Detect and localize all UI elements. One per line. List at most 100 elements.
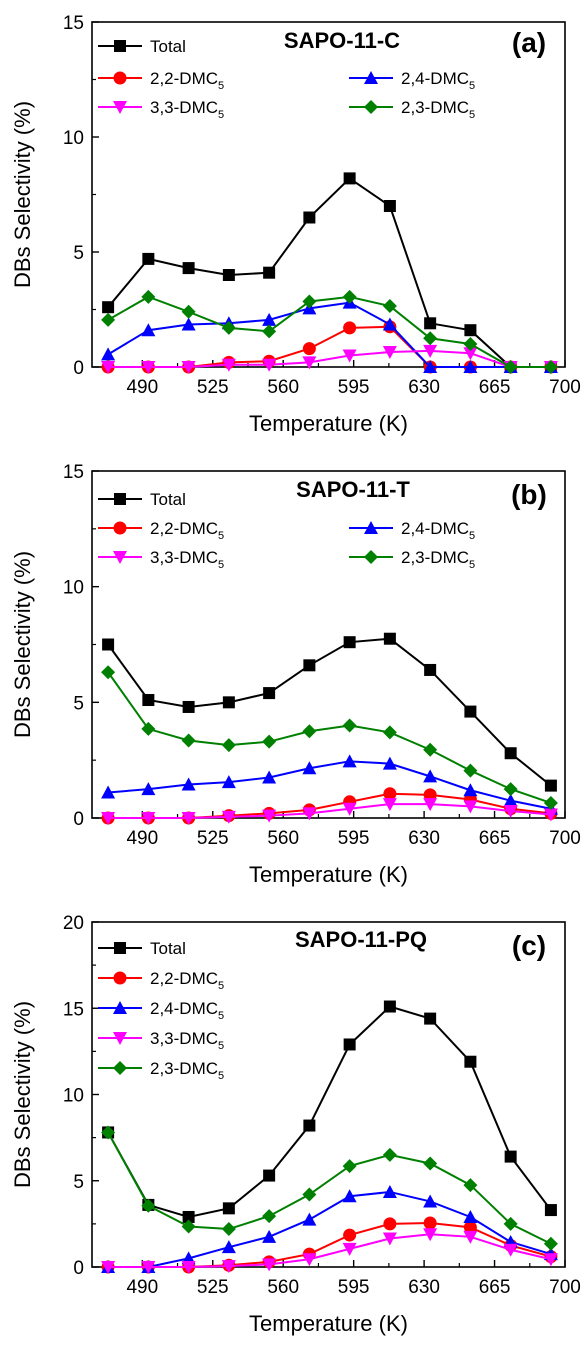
data-point (263, 266, 276, 279)
data-point (221, 738, 236, 753)
y-tick-label: 10 (63, 578, 84, 599)
legend-label: 2,4-DMC5 (150, 999, 224, 1022)
legend-label: 2,2-DMC5 (150, 69, 224, 92)
data-point (181, 733, 196, 748)
x-tick-label: 630 (408, 1277, 440, 1298)
data-point (423, 1194, 438, 1208)
legend-label-text: 2,2-DMC (150, 519, 218, 538)
data-point (101, 665, 116, 680)
data-point (141, 721, 156, 736)
legend-label-subscript: 5 (469, 109, 475, 121)
data-point (182, 262, 195, 275)
data-point (463, 337, 478, 351)
data-point (342, 718, 357, 733)
data-point (382, 725, 397, 740)
data-point (463, 1178, 478, 1193)
series-2,4-DMC5 (101, 1184, 558, 1273)
series-2,4-DMC5 (101, 295, 558, 373)
series-2,3-DMC5 (101, 665, 558, 810)
data-point (423, 798, 438, 812)
data-point (382, 756, 397, 770)
data-point (101, 812, 116, 825)
data-point (463, 800, 478, 814)
series-3,3-DMC5 (101, 798, 558, 825)
y-tick-label: 10 (63, 128, 84, 149)
legend-marker (114, 493, 126, 505)
data-point (464, 324, 477, 337)
data-point (262, 1209, 277, 1224)
data-point (181, 1219, 196, 1234)
legend-label-subscript: 5 (218, 1010, 224, 1022)
x-axis-label: Temperature (K) (249, 1311, 408, 1336)
legend-label-subscript: 5 (469, 530, 475, 542)
series-Total (102, 632, 557, 792)
x-tick-label: 560 (267, 1277, 299, 1298)
data-point (141, 323, 156, 337)
legend-marker (113, 1001, 127, 1014)
data-point (141, 1198, 156, 1213)
legend-entry: 2,2-DMC5 (98, 69, 224, 92)
legend-marker (113, 101, 127, 114)
legend-label-subscript: 5 (218, 530, 224, 542)
data-point (424, 663, 437, 676)
data-point (503, 1243, 518, 1257)
y-tick-label: 15 (63, 999, 84, 1020)
data-point (383, 1000, 396, 1013)
chart-panel-a: 490 525 560 595 630 665 700 0 5 10 15 Temperature (… (10, 13, 581, 436)
data-point (302, 356, 317, 370)
data-point (423, 1228, 438, 1242)
data-point (504, 1150, 517, 1163)
data-point (222, 696, 235, 709)
data-point (464, 705, 477, 718)
data-point (543, 360, 558, 374)
data-point (463, 763, 478, 778)
x-tick-label: 525 (197, 377, 229, 398)
data-point (423, 742, 438, 757)
legend-entry: 2,2-DMC5 (98, 969, 224, 992)
x-tick-label: 665 (479, 377, 511, 398)
series-line (107, 671, 552, 804)
legend-label-text: 2,4-DMC (401, 69, 469, 88)
data-point (262, 1229, 277, 1243)
data-point (543, 1236, 558, 1251)
legend-label-subscript: 5 (218, 980, 224, 992)
series-2,3-DMC5 (101, 1125, 558, 1251)
data-point (181, 777, 196, 791)
series-line (108, 1190, 552, 1268)
data-point (141, 361, 156, 374)
data-point (221, 1240, 236, 1254)
legend-label-subscript: 5 (218, 559, 224, 571)
data-point (382, 317, 397, 331)
x-tick-label: 525 (197, 1277, 229, 1298)
legend-entry: 2,3-DMC5 (349, 548, 475, 571)
data-point (221, 358, 236, 372)
data-point (463, 783, 478, 797)
data-point (101, 1261, 116, 1274)
data-point (101, 361, 116, 374)
y-tick-label: 0 (73, 809, 84, 830)
legend-entry: Total (98, 939, 186, 958)
y-tick-label: 15 (63, 462, 84, 483)
series-line (108, 325, 551, 368)
data-point (102, 638, 115, 651)
data-point (302, 294, 317, 309)
y-axis-label: DBs Selectivity (%) (10, 1001, 35, 1188)
legend-label: 2,4-DMC5 (401, 519, 475, 542)
legend-label-subscript: 5 (218, 1040, 224, 1052)
data-point (503, 360, 518, 374)
y-tick-label: 10 (63, 1086, 84, 1107)
legend-label-text: Total (150, 939, 186, 958)
data-point (503, 793, 518, 807)
data-point (262, 1258, 277, 1272)
data-point (464, 1055, 477, 1068)
data-point (141, 812, 156, 825)
y-axis-label: DBs Selectivity (%) (10, 101, 35, 288)
y-tick-label: 0 (73, 358, 84, 379)
data-point (342, 289, 357, 304)
series-line (107, 1005, 552, 1219)
data-point (141, 1261, 156, 1274)
legend-label: 3,3-DMC5 (150, 98, 224, 121)
legend-entry: 3,3-DMC5 (98, 1029, 224, 1052)
y-axis-label: DBs Selectivity (%) (10, 551, 35, 738)
